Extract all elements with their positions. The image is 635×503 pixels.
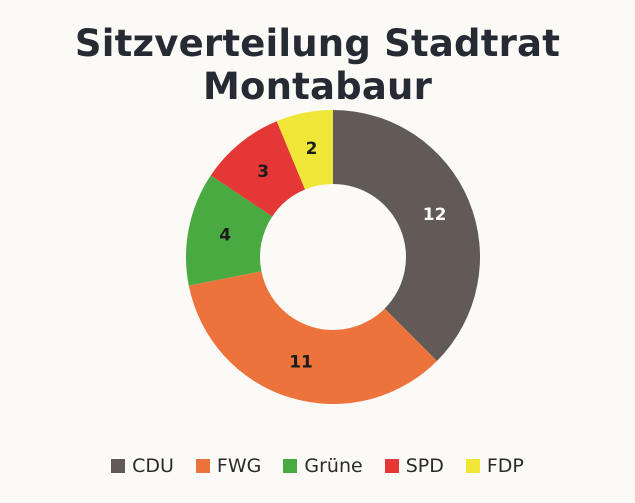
- legend-item-spd: SPD: [384, 455, 444, 477]
- legend-item-gr-ne: Grüne: [283, 455, 363, 477]
- legend-swatch: [111, 459, 126, 473]
- slice-cdu: [333, 110, 480, 361]
- slice-gr-ne: [186, 175, 273, 286]
- legend-label: FDP: [486, 455, 524, 477]
- data-label-fdp: 2: [306, 139, 318, 159]
- legend-item-fwg: FWG: [195, 455, 262, 477]
- legend-label: CDU: [132, 455, 174, 477]
- data-label-spd: 3: [257, 162, 269, 182]
- legend-swatch: [384, 459, 399, 473]
- data-label-cdu: 12: [423, 205, 447, 225]
- legend-swatch: [283, 459, 298, 473]
- chart-legend: CDU FWG Grüne SPD FDP: [0, 455, 635, 477]
- chart-title: Sitzverteilung Stadtrat Montabaur: [74, 22, 561, 108]
- legend-item-fdp: FDP: [465, 455, 524, 477]
- legend-label: FWG: [216, 455, 262, 477]
- legend-label: SPD: [405, 455, 444, 477]
- slice-fdp: [276, 110, 333, 190]
- data-label-gr-ne: 4: [219, 226, 231, 246]
- data-label-fwg: 11: [289, 352, 313, 372]
- legend-swatch: [195, 459, 210, 473]
- slice-fwg: [188, 271, 437, 405]
- legend-label: Grüne: [304, 455, 363, 477]
- legend-swatch: [465, 459, 480, 473]
- legend-item-cdu: CDU: [111, 455, 174, 477]
- slice-spd: [210, 121, 306, 217]
